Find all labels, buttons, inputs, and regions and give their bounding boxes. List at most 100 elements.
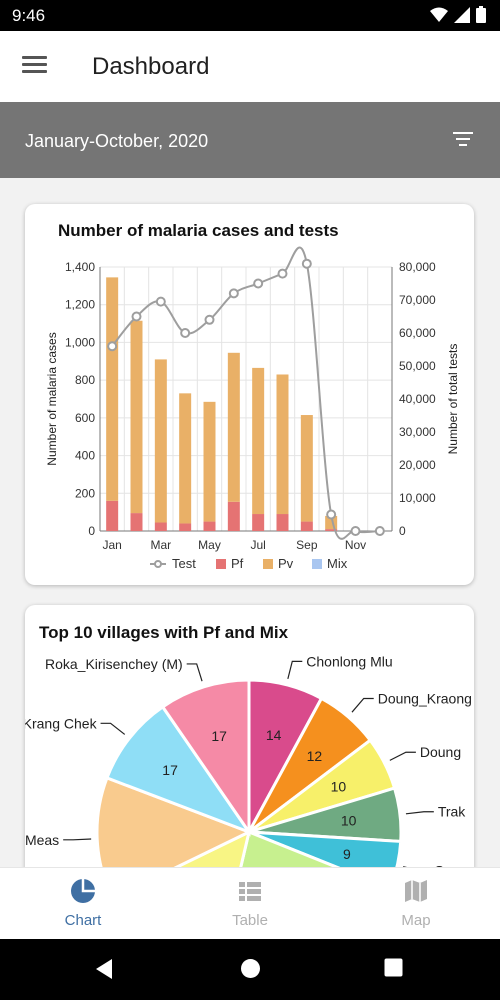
cases-chart-title: Number of malaria cases and tests <box>58 221 339 240</box>
y2-axis-title: Number of total tests <box>446 344 460 455</box>
pie-slice <box>105 704 253 836</box>
bar-pf <box>227 501 240 531</box>
cases-tests-chart: 0 200 400 600 800 1,000 1,200 1,400 0 10,000 20,00… <box>45 246 460 571</box>
app-bar: Dashboard <box>0 31 500 102</box>
bar-pv <box>227 352 240 502</box>
test-point <box>326 509 337 520</box>
pie-slice <box>95 775 253 885</box>
y-axis-title: Number of malaria cases <box>45 332 59 465</box>
pie-value-label: 12 <box>307 748 323 764</box>
y2-tick-label: 10,000 <box>399 491 436 505</box>
test-point <box>253 278 264 289</box>
y2-tick-label: 30,000 <box>399 425 436 439</box>
x-tick-label: Mar <box>150 538 171 552</box>
y-tick-label: 1,000 <box>65 335 95 349</box>
table-icon <box>239 882 261 901</box>
legend-mix-label: Mix <box>327 556 348 571</box>
date-filter-bar: January-October, 2020 <box>0 102 500 178</box>
signal-icon <box>454 6 470 23</box>
status-time: 9:46 <box>12 6 46 25</box>
pie-leader-line <box>63 838 92 841</box>
pie-name-label: Doung_Kraong M <box>378 691 474 707</box>
test-point <box>107 341 118 352</box>
test-point <box>374 526 385 536</box>
villages-card: Top 10 villages with Pf and Mix 14 Chonlo… <box>25 605 474 885</box>
test-point <box>350 526 361 536</box>
bar-pf <box>300 521 313 531</box>
cases-tests-card: Number of malaria cases and tests 0 200 40… <box>25 204 474 585</box>
y2-tick-label: 20,000 <box>399 458 436 472</box>
y-tick-label: 400 <box>75 449 95 463</box>
legend-test-label: Test <box>172 556 196 571</box>
home-icon[interactable] <box>240 958 261 979</box>
y2-tick-label: 70,000 <box>399 293 436 307</box>
bar-pf <box>130 513 143 531</box>
nav-table-label: Table <box>232 912 268 929</box>
bottom-navigation: Chart Table Map <box>0 867 500 939</box>
nav-chart[interactable]: Chart <box>0 868 166 940</box>
nav-table[interactable]: Table <box>167 868 333 940</box>
map-icon <box>405 880 427 902</box>
test-point <box>180 328 191 338</box>
nav-chart-label: Chart <box>64 912 102 929</box>
bar-pv <box>154 359 167 523</box>
legend-mix-swatch <box>312 559 322 569</box>
y-tick-label: 600 <box>75 411 95 425</box>
system-navigation-bar <box>0 939 500 1000</box>
pie-leader-line <box>389 751 416 761</box>
bar-pv <box>252 367 265 515</box>
pie-slices <box>95 678 403 885</box>
villages-pie-chart: 14 Chonlong Mlu 12 Doung_Kraong M 10 Doung 10 T… <box>25 653 474 885</box>
bar-pf <box>252 514 265 531</box>
pie-chart-icon <box>71 879 95 903</box>
y2-tick-label: 50,000 <box>399 359 436 373</box>
pie-name-label: Trak <box>438 804 466 820</box>
bar-pf <box>203 521 216 531</box>
test-point <box>131 311 142 322</box>
pie-leader-line <box>405 811 434 815</box>
test-point <box>228 288 239 299</box>
pie-leader-line <box>100 722 126 735</box>
pie-name-label: Krang Chek <box>25 715 98 731</box>
legend-pf-label: Pf <box>231 556 244 571</box>
pie-name-label: o Meas <box>25 832 59 848</box>
bar-pv <box>179 393 192 524</box>
wifi-icon <box>430 7 448 22</box>
pie-value-label: 17 <box>162 762 178 778</box>
bar-pv <box>106 277 119 501</box>
pie-name-label: Chonlong Mlu <box>306 653 392 669</box>
page-title: Dashboard <box>92 53 210 80</box>
bar-pf <box>276 514 289 531</box>
legend-pv-swatch <box>263 559 273 569</box>
villages-chart-title: Top 10 villages with Pf and Mix <box>39 623 289 642</box>
test-point <box>204 314 215 325</box>
back-icon[interactable] <box>94 958 114 980</box>
battery-icon <box>476 6 486 23</box>
pie-value-label: 14 <box>266 727 282 743</box>
y-tick-label: 200 <box>75 486 95 500</box>
recents-icon[interactable] <box>384 958 403 977</box>
pie-value-label: 17 <box>211 728 227 744</box>
bar-pf <box>325 529 338 531</box>
legend-test-dot <box>154 560 162 568</box>
bar-pf <box>154 522 167 531</box>
status-icons <box>430 6 486 23</box>
y-tick-label: 0 <box>88 524 95 538</box>
status-bar: 9:46 <box>0 0 500 31</box>
pie-leader-line <box>351 697 374 713</box>
y2-tick-label: 80,000 <box>399 260 436 274</box>
pie-name-label: Doung <box>420 744 461 760</box>
pie-name-label: Roka_Kirisenchey (M) <box>45 656 183 672</box>
x-tick-label: Sep <box>296 538 318 552</box>
bar-pf <box>179 523 192 531</box>
y-tick-label: 1,200 <box>65 298 95 312</box>
menu-icon[interactable] <box>22 53 50 79</box>
legend-pv-label: Pv <box>278 556 294 571</box>
pie-slice <box>160 678 251 837</box>
nav-map-label: Map <box>401 912 431 929</box>
pie-value-label: 10 <box>331 779 347 795</box>
filter-icon[interactable] <box>452 132 474 150</box>
y-tick-label: 1,400 <box>65 260 95 274</box>
nav-map[interactable]: Map <box>333 868 499 940</box>
test-point <box>155 296 166 307</box>
